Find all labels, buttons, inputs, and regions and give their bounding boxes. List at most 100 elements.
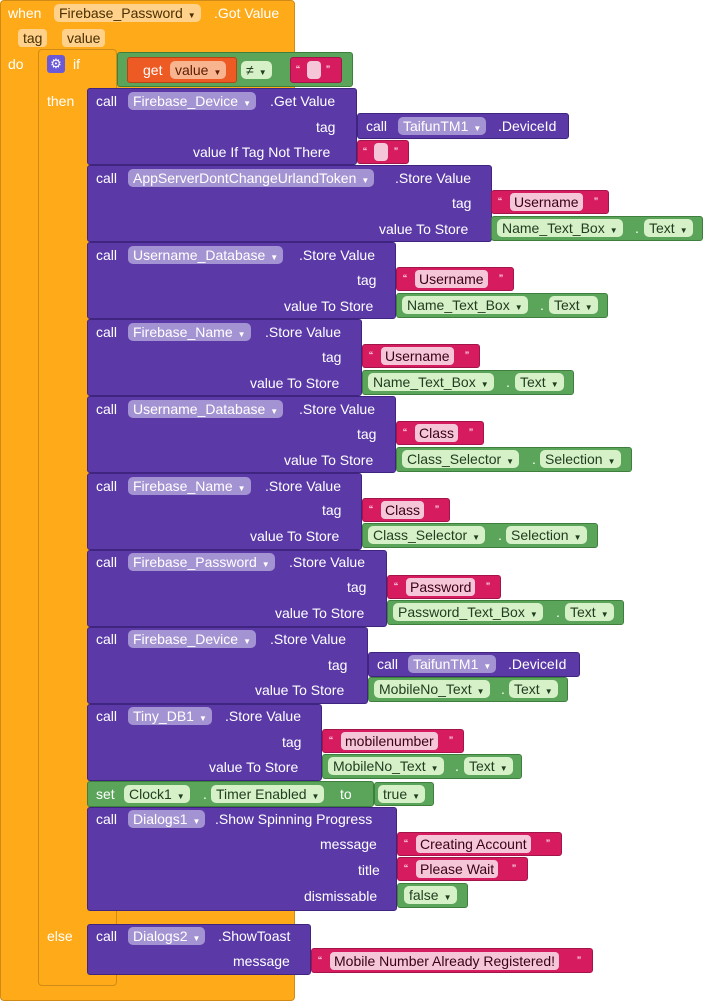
component-dropdown[interactable]: Dialogs1 ▼ [128,810,206,828]
component-dropdown[interactable]: Dialogs2 ▼ [128,927,206,945]
chevron-down-icon: ▼ [270,407,279,416]
value-component-dropdown[interactable]: Name_Text_Box ▼ [368,373,494,391]
message-label: message [233,953,290,969]
call-label: call [377,656,399,672]
slot-label: tag [316,119,336,135]
component-dropdown[interactable]: Firebase_Device ▼ [128,92,256,110]
value-prop-dropdown[interactable]: Text ▼ [565,603,614,621]
chevron-down-icon: ▼ [529,610,538,619]
dot-label: . [556,604,560,620]
toast-text-field[interactable]: Mobile Number Already Registered! [330,952,559,970]
value-component-dropdown[interactable]: MobileNo_Text ▼ [328,757,444,775]
slot-label: value If Tag Not There [193,144,331,160]
open-quote-icon: “ [403,426,407,440]
empty-text-field[interactable] [307,61,321,79]
dot-label: . [203,786,207,802]
chevron-down-icon: ▼ [607,457,616,466]
param-tag[interactable]: tag [18,29,48,47]
tag-text-field[interactable]: Password [406,578,476,596]
if-label: if [73,56,80,72]
value-prop-dropdown[interactable]: Selection ▼ [506,526,587,544]
component-label: Firebase_Device [133,631,239,647]
value-component-dropdown[interactable]: Name_Text_Box ▼ [402,296,528,314]
method-label: .Store Value [299,247,376,263]
component-dropdown[interactable]: Tiny_DB1 ▼ [128,707,212,725]
value-component-label: Name_Text_Box [502,220,605,236]
chevron-down-icon: ▼ [192,817,201,826]
close-quote-icon: ” [469,426,473,440]
tag-text-field[interactable]: Username [415,270,488,288]
value-prop-dropdown[interactable]: Text ▼ [644,219,693,237]
value-prop-label: Text [554,297,580,313]
then-label: then [47,93,75,109]
component-dropdown[interactable]: Username_Database ▼ [128,246,284,264]
value-component-label: Name_Text_Box [373,374,476,390]
value-prop-dropdown[interactable]: Text ▼ [549,296,598,314]
component-dropdown[interactable]: Username_Database ▼ [128,400,284,418]
event-component-dropdown[interactable]: Firebase_Password ▼ [54,4,201,22]
component-dropdown[interactable]: AppServerDontChangeUrlandToken ▼ [128,169,375,187]
call-label: call [96,401,118,417]
param-value[interactable]: value [62,29,106,47]
set-prop-dropdown[interactable]: Timer Enabled ▼ [211,785,325,803]
value-component-dropdown[interactable]: MobileNo_Text ▼ [374,680,490,698]
empty-text-field[interactable] [374,143,388,161]
value-prop-dropdown[interactable]: Text ▼ [515,373,564,391]
value-component-label: MobileNo_Text [333,758,426,774]
component-label: Dialogs1 [133,811,188,827]
message-label: message [320,836,377,852]
value-label: value To Store [209,759,299,775]
chevron-down-icon: ▼ [430,764,439,773]
tag-text-field[interactable]: Class [415,424,459,442]
tag-text-field[interactable]: mobilenumber [341,732,438,750]
open-quote-icon: “ [369,503,373,517]
chevron-down-icon: ▼ [483,662,492,671]
open-quote-icon: “ [404,862,408,876]
component-dropdown[interactable]: Firebase_Name ▼ [128,477,251,495]
when-label: when [8,5,42,21]
operator-dropdown[interactable]: ≠ ▼ [241,61,272,79]
call-label: call [96,478,118,494]
event-component-label: Firebase_Password [59,5,183,21]
open-quote-icon: “ [329,734,333,748]
component-dropdown[interactable]: Firebase_Device ▼ [128,630,256,648]
open-quote-icon: “ [498,195,502,209]
dot-label: . [635,220,639,236]
dot-label: . [532,451,536,467]
value-component-dropdown[interactable]: Class_Selector ▼ [402,450,520,468]
component-dropdown[interactable]: Firebase_Password ▼ [128,553,275,571]
gear-icon[interactable]: ⚙ [47,55,65,73]
title-text-field[interactable]: Please Wait [416,860,499,878]
event-header: when Firebase_Password ▼ .Got Value tag v… [0,0,704,72]
value-component-label: Class_Selector [407,451,502,467]
call-label: call [96,170,118,186]
chevron-down-icon: ▼ [176,792,185,801]
component-label: Firebase_Password [133,554,257,570]
component-dropdown[interactable]: TaifunTM1 ▼ [408,655,497,673]
component-dropdown[interactable]: TaifunTM1 ▼ [398,117,487,135]
method-label: .DeviceId [498,118,557,134]
method-label: .ShowToast [218,928,291,944]
variable-dropdown[interactable]: value ▼ [170,61,227,79]
boolean-dropdown[interactable]: true ▼ [378,785,426,803]
value-prop-dropdown[interactable]: Text ▼ [464,757,513,775]
value-component-dropdown[interactable]: Class_Selector ▼ [368,526,486,544]
chevron-down-icon: ▼ [261,560,270,569]
value-component-dropdown[interactable]: Password_Text_Box ▼ [393,603,543,621]
value-component-dropdown[interactable]: Name_Text_Box ▼ [497,219,623,237]
method-label: .Store Value [225,708,302,724]
set-component-dropdown[interactable]: Clock1 ▼ [124,785,190,803]
tag-text-field[interactable]: Username [510,193,583,211]
value-prop-dropdown[interactable]: Selection ▼ [540,450,621,468]
value-prop-dropdown[interactable]: Text ▼ [509,680,558,698]
boolean-dropdown[interactable]: false ▼ [404,886,457,904]
method-label: .Get Value [270,93,336,109]
chevron-down-icon: ▼ [443,893,452,902]
title-label: title [358,862,380,878]
value-label: value To Store [284,298,374,314]
chevron-down-icon: ▼ [473,124,482,133]
component-dropdown[interactable]: Firebase_Name ▼ [128,323,251,341]
tag-text-field[interactable]: Class [381,501,425,519]
tag-text-field[interactable]: Username [381,347,454,365]
message-text-field[interactable]: Creating Account [416,835,531,853]
